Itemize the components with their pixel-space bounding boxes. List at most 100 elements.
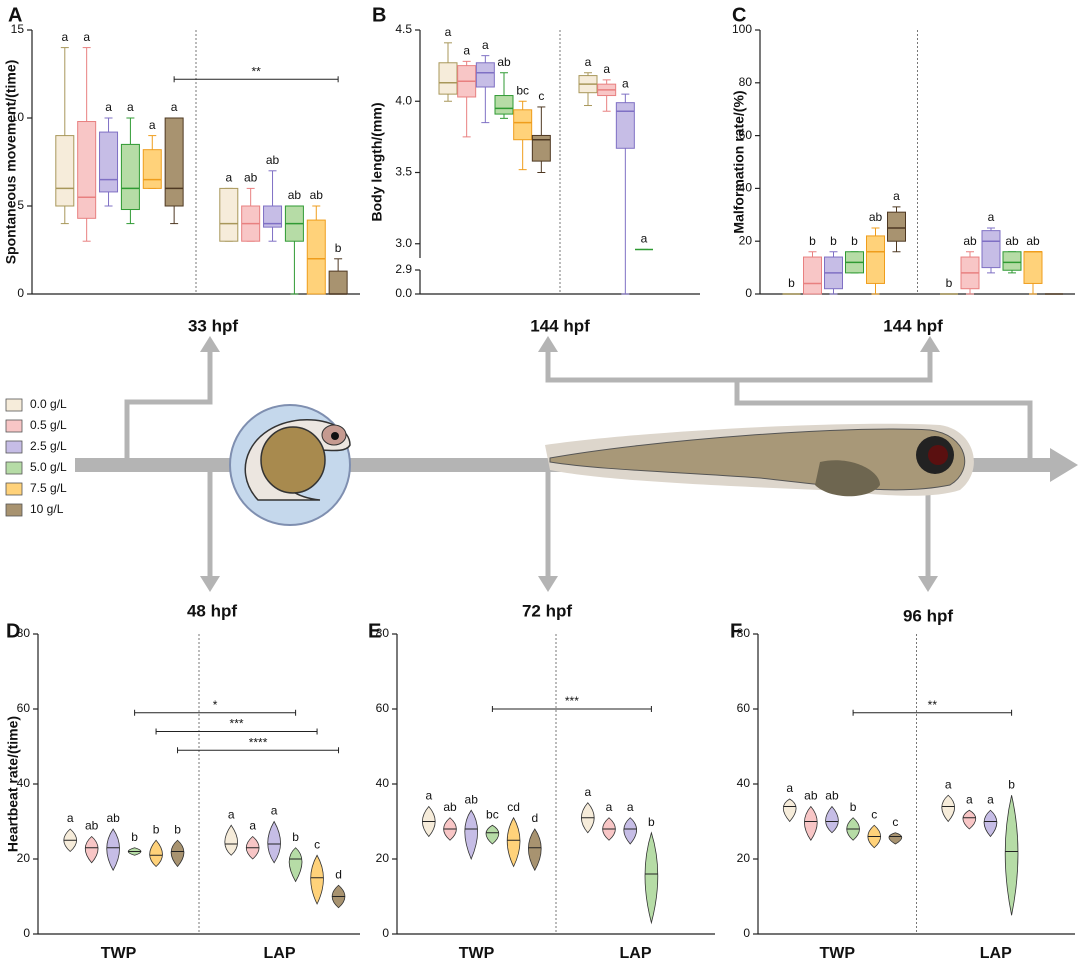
violin	[644, 831, 659, 925]
timeline-diagram	[75, 336, 1078, 592]
significance-label: ***	[230, 717, 244, 731]
legend-swatch	[5, 440, 23, 454]
significance-label: *	[213, 698, 218, 712]
arrowhead	[200, 576, 220, 592]
y-tick-label: 60	[17, 701, 31, 715]
group-letter: a	[988, 210, 995, 224]
panel-letter: D	[6, 620, 20, 642]
box	[77, 121, 97, 219]
y-tick-label: 5	[17, 198, 24, 212]
box	[55, 135, 75, 207]
x-tick-label: LAP	[980, 945, 1012, 962]
violin	[825, 805, 839, 834]
box	[306, 219, 326, 295]
box	[1023, 251, 1043, 284]
y-tick-label: 100	[732, 22, 752, 36]
group-letter: a	[641, 232, 648, 246]
arrowhead	[200, 336, 220, 352]
x-tick-label: TWP	[459, 945, 495, 962]
violin	[288, 847, 303, 883]
group-letter: a	[463, 44, 470, 58]
box	[615, 102, 635, 149]
violin	[528, 828, 542, 872]
box	[120, 143, 140, 211]
y-tick-label: 2.9	[395, 262, 412, 276]
significance-label: ***	[565, 694, 579, 708]
group-letter: a	[584, 785, 591, 799]
group-letter: d	[335, 867, 342, 881]
y-tick-label: 80	[17, 626, 31, 640]
time-label: 72 hpf	[522, 601, 572, 620]
group-letter: ab	[963, 234, 977, 248]
pupil	[331, 432, 339, 440]
y-axis-label: Heartbeat rate/(time)	[5, 716, 21, 852]
time-label: 96 hpf	[903, 606, 953, 625]
time-label: 33 hpf	[188, 316, 238, 335]
violin	[267, 820, 281, 864]
group-letter: ab	[825, 789, 839, 803]
arrow-33	[124, 350, 213, 465]
group-letter: a	[987, 792, 994, 806]
group-letter: ab	[85, 819, 99, 833]
y-tick-label: 20	[739, 233, 753, 247]
panel-letter: A	[8, 4, 22, 26]
x-tick-label: LAP	[264, 945, 296, 962]
y-tick-label: 0	[743, 926, 750, 940]
violin	[149, 839, 163, 868]
group-letter: b	[851, 234, 858, 248]
group-letter: a	[606, 800, 613, 814]
group-letter: b	[850, 800, 857, 814]
significance-label: ****	[249, 735, 268, 749]
y-tick-label: 40	[739, 181, 753, 195]
significance-label: **	[251, 64, 261, 78]
legend-label: 2.5 g/L	[30, 439, 67, 453]
legend-swatch	[5, 482, 23, 496]
y-tick-label: 40	[376, 776, 390, 790]
group-letter: b	[788, 276, 795, 290]
group-letter: a	[786, 781, 793, 795]
significance-label: **	[928, 698, 938, 712]
group-letter: a	[482, 38, 489, 52]
group-letter: a	[225, 171, 232, 185]
yolk	[260, 426, 326, 494]
box	[475, 62, 495, 88]
violin	[506, 816, 521, 868]
box	[1002, 251, 1022, 271]
y-tick-label: 0	[745, 286, 752, 300]
y-tick-label: 0.0	[395, 286, 412, 300]
violin	[310, 854, 324, 905]
y-tick-label: 0	[17, 286, 24, 300]
group-letter: ab	[244, 171, 258, 185]
box	[887, 211, 906, 242]
box	[531, 134, 551, 162]
group-letter: c	[892, 815, 898, 829]
y-tick-label: 60	[737, 701, 751, 715]
y-tick-label: 3.0	[395, 236, 412, 250]
y-tick-label: 20	[737, 851, 751, 865]
arrow-144	[734, 380, 1033, 465]
violin	[464, 809, 478, 861]
group-letter: a	[271, 804, 278, 818]
group-letter: b	[174, 822, 181, 836]
group-letter: a	[622, 76, 629, 90]
y-tick-label: 20	[17, 851, 31, 865]
box	[866, 235, 885, 284]
group-letter: ab	[1005, 234, 1019, 248]
group-letter: a	[445, 25, 452, 39]
panel-letter: E	[368, 620, 381, 642]
violin	[485, 824, 500, 845]
group-letter: b	[335, 241, 342, 255]
y-tick-label: 0	[382, 926, 389, 940]
group-letter: b	[292, 830, 299, 844]
box	[164, 117, 184, 207]
group-letter: ab	[106, 811, 120, 825]
group-letter: a	[425, 789, 432, 803]
arrowhead	[538, 576, 558, 592]
y-tick-label: 40	[737, 776, 751, 790]
group-letter: ab	[869, 210, 883, 224]
group-letter: a	[83, 30, 90, 44]
panel-letter: C	[732, 4, 746, 26]
fish-pupil	[928, 445, 948, 465]
group-letter: a	[966, 792, 973, 806]
